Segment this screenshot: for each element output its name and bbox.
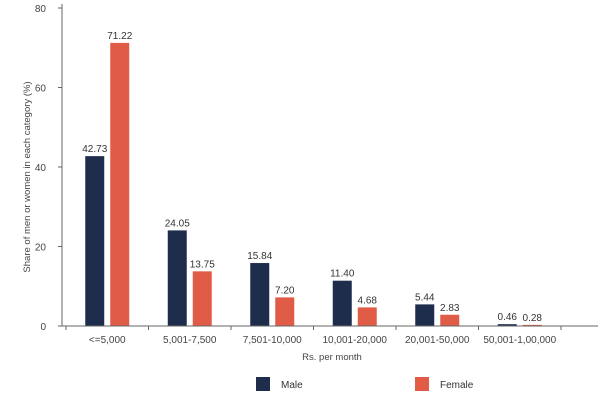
female-value-label: 7.20 bbox=[275, 285, 295, 296]
female-value-label: 0.28 bbox=[523, 313, 543, 324]
female-bar bbox=[440, 314, 460, 326]
x-axis-title: Rs. per month bbox=[302, 352, 362, 363]
legend-swatch-female bbox=[415, 377, 429, 391]
female-bar bbox=[275, 297, 295, 326]
bars bbox=[85, 42, 542, 326]
male-value-label: 11.40 bbox=[330, 269, 355, 280]
female-value-label: 71.22 bbox=[107, 31, 132, 42]
male-bar bbox=[85, 156, 105, 326]
male-value-label: 15.84 bbox=[247, 251, 272, 262]
female-bar bbox=[357, 307, 377, 326]
y-axis-title: Share of men or women in each category (… bbox=[22, 81, 33, 272]
female-bar bbox=[110, 42, 130, 326]
male-bar bbox=[497, 324, 517, 326]
y-tick-label: 80 bbox=[35, 4, 47, 15]
y-tick-label: 0 bbox=[40, 322, 46, 333]
legend-label-male: Male bbox=[281, 380, 303, 391]
male-bar bbox=[415, 304, 435, 326]
legend-label-female: Female bbox=[440, 380, 474, 391]
y-tick-label: 60 bbox=[35, 84, 47, 95]
y-tick-label: 20 bbox=[35, 243, 47, 254]
legend-swatch-male bbox=[256, 377, 270, 391]
male-value-label: 0.46 bbox=[498, 312, 518, 323]
x-axis: <=5,000 5,001-7,500 7,501-10,000 10,001-20,… bbox=[62, 325, 598, 346]
x-tick-label: 20,001-50,000 bbox=[405, 335, 470, 346]
data-labels: 42.73 24.05 15.84 11.40 5.44 0.46 71.22 13.75 7.… bbox=[82, 31, 542, 324]
x-tick-label: 50,001-1,00,000 bbox=[483, 335, 556, 346]
female-bar bbox=[192, 271, 212, 326]
male-bar bbox=[167, 230, 187, 326]
legend: Male Female bbox=[256, 377, 474, 391]
female-value-label: 13.75 bbox=[190, 259, 215, 270]
x-tick-label: 7,501-10,000 bbox=[243, 335, 302, 346]
female-value-label: 4.68 bbox=[358, 295, 378, 306]
male-bar bbox=[332, 280, 352, 326]
x-tick-label: 5,001-7,500 bbox=[163, 335, 217, 346]
y-tick-label: 40 bbox=[35, 163, 47, 174]
y-axis: 0 20 40 60 80 bbox=[35, 4, 63, 333]
x-tick-label: <=5,000 bbox=[89, 335, 126, 346]
female-bar bbox=[522, 324, 542, 326]
x-tick-label: 10,001-20,000 bbox=[322, 335, 387, 346]
female-value-label: 2.83 bbox=[440, 303, 460, 314]
male-value-label: 5.44 bbox=[415, 292, 435, 303]
male-value-label: 24.05 bbox=[165, 218, 190, 229]
male-value-label: 42.73 bbox=[82, 144, 107, 155]
male-bar bbox=[250, 263, 270, 326]
